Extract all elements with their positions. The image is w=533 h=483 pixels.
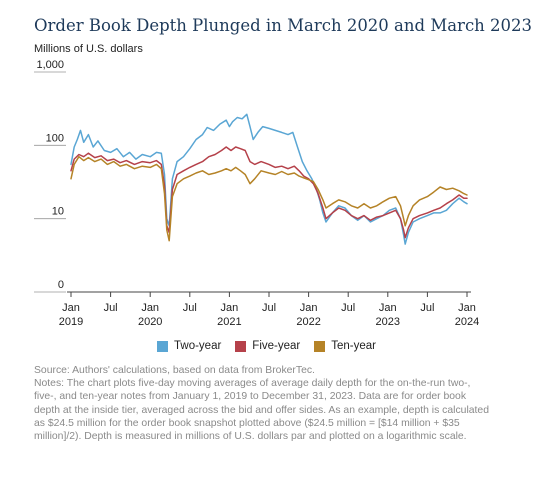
x-tick-label-3: Jul — [183, 302, 197, 314]
x-tick-label-8: Jan — [379, 302, 397, 314]
legend-swatch-five-year — [235, 340, 247, 352]
legend-item-two-year: Two-year — [157, 340, 221, 352]
legend-item-five-year: Five-year — [235, 340, 300, 352]
chart-legend: Two-year Five-year Ten-year — [0, 340, 533, 352]
y-tick-label-10: 10 — [52, 206, 64, 218]
x-tick-year-2021: 2021 — [217, 316, 241, 328]
x-tick-label-10: Jan — [458, 302, 476, 314]
legend-label-two-year: Two-year — [174, 340, 222, 352]
x-tick-year-2023: 2023 — [376, 316, 400, 328]
legend-label-ten-year: Ten-year — [331, 340, 376, 352]
series-line-two-year — [70, 113, 468, 245]
y-tick-label-0: 0 — [58, 279, 64, 291]
x-tick-year-2024: 2024 — [455, 316, 479, 328]
x-tick-label-1: Jul — [104, 302, 118, 314]
legend-swatch-ten-year — [314, 340, 326, 352]
notes-text: Notes: The chart plots five-day moving a… — [34, 378, 489, 443]
y-axis-label: Millions of U.S. dollars — [34, 43, 143, 55]
x-tick-year-2019: 2019 — [59, 316, 83, 328]
x-tick-label-9: Jul — [420, 302, 434, 314]
x-tick-label-5: Jul — [262, 302, 276, 314]
series-line-five-year — [70, 146, 468, 239]
x-tick-label-7: Jul — [341, 302, 355, 314]
legend-item-ten-year: Ten-year — [314, 340, 376, 352]
x-tick-year-2020: 2020 — [138, 316, 162, 328]
x-tick-label-0: Jan — [62, 302, 80, 314]
x-tick-year-2022: 2022 — [296, 316, 320, 328]
chart-title: Order Book Depth Plunged in March 2020 a… — [34, 16, 533, 35]
x-tick-label-4: Jan — [221, 302, 239, 314]
source-text: Source: Authors' calculations, based on … — [34, 365, 315, 376]
series-line-ten-year — [70, 155, 468, 242]
legend-label-five-year: Five-year — [252, 340, 301, 352]
legend-swatch-two-year — [157, 340, 168, 352]
x-tick-label-6: Jan — [300, 302, 318, 314]
y-tick-label-1,000: 1,000 — [36, 59, 64, 71]
chart-notes: Source: Authors' calculations, based on … — [34, 364, 494, 443]
x-tick-label-2: Jan — [141, 302, 159, 314]
y-tick-label-100: 100 — [46, 132, 64, 144]
